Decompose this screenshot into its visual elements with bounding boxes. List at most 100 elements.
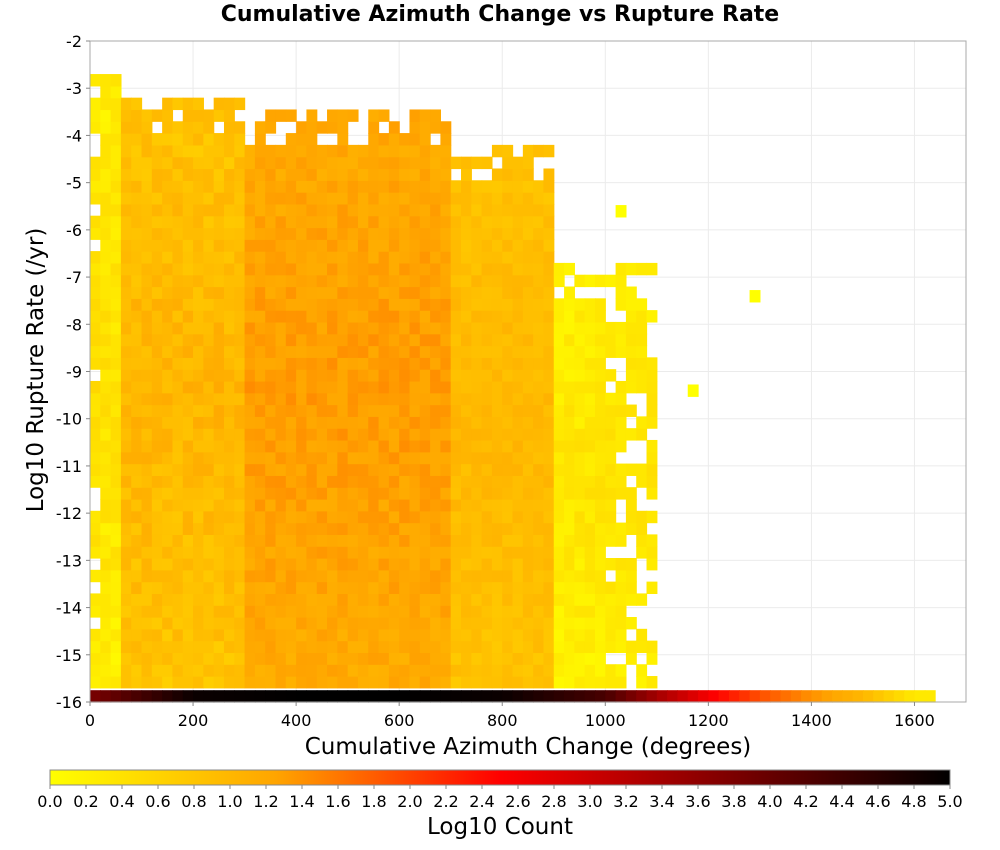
heatmap-cell [120,404,132,417]
heatmap-cell [502,321,514,335]
heatmap-cell [110,286,122,299]
heatmap-cell [275,676,287,689]
heatmap-cell [502,416,514,429]
heatmap-cell [90,439,101,453]
heatmap-cell [223,215,235,229]
heatmap-cell [450,593,462,606]
heatmap-cell [564,262,575,276]
heatmap-cell [296,369,308,382]
heatmap-cell [120,380,132,394]
heatmap-cell [337,121,349,134]
heatmap-cell [461,676,472,689]
heatmap-cell [306,652,318,665]
heatmap-cell [522,569,534,583]
heatmap-cell [120,274,132,288]
heatmap-cell [553,369,565,382]
heatmap-cell [522,357,534,370]
heatmap-cell [481,534,493,547]
heatmap-cell [151,463,163,476]
heatmap-cell [450,392,462,406]
heatmap-cell [347,640,359,654]
heatmap-cell [512,251,524,264]
heatmap-cell [481,156,493,170]
heatmap-cell [347,557,359,571]
heatmap-cell [440,522,452,535]
heatmap-cell [275,144,287,158]
heatmap-cell [244,617,256,630]
heatmap-cell [213,215,225,229]
heatmap-cell [584,593,596,606]
heatmap-cell [275,298,287,311]
heatmap-cell [162,416,174,429]
heatmap-cell [378,498,390,512]
heatmap-cell [357,475,369,488]
heatmap-cell [409,664,421,677]
heatmap-cell [430,463,441,476]
heatmap-cell [553,404,565,417]
heatmap-cell [306,487,318,500]
heatmap-cell [419,593,431,606]
heatmap-cell [265,380,277,394]
heatmap-cell [120,286,132,299]
heatmap-cell [131,262,143,276]
heatmap-cell [440,380,452,394]
heatmap-cell [409,522,421,535]
heatmap-cell [368,251,380,264]
heatmap-cell [419,569,431,583]
heatmap-cell [646,487,658,500]
heatmap-cell [409,286,421,299]
heatmap-cell [275,274,287,288]
x-axis-title: Cumulative Azimuth Change (degrees) [304,734,752,760]
heatmap-cell [306,463,318,476]
heatmap-cell [296,215,308,229]
heatmap-cell [450,227,462,240]
heatmap-cell [306,215,318,229]
heatmap-cell [265,262,277,276]
heatmap-cell [357,569,369,583]
heatmap-cell [337,451,349,465]
heatmap-cell [543,310,555,323]
heatmap-cell [419,192,431,205]
heatmap-cell [553,546,565,559]
heatmap-cell [409,133,421,146]
heatmap-cell [234,345,246,358]
heatmap-cell [172,97,184,111]
heatmap-cell [213,498,225,512]
heatmap-cell [564,581,575,595]
heatmap-cell [440,274,452,288]
heatmap-cell [275,416,287,429]
heatmap-cell [90,262,101,276]
heatmap-cell [594,439,606,453]
heatmap-cell [491,676,503,689]
heatmap-cell [430,156,441,170]
heatmap-cell [512,439,524,453]
heatmap-cell [120,498,132,512]
heatmap-cell [120,109,132,122]
heatmap-cell [316,451,328,465]
heatmap-cell [605,676,617,689]
heatmap-cell [213,628,225,642]
heatmap-cell-bottom [296,690,308,703]
heatmap-cell [327,546,338,559]
heatmap-cell [512,380,524,394]
heatmap-cell [265,109,277,122]
heatmap-cell [471,369,483,382]
heatmap-cell [141,310,153,323]
heatmap-cell [533,310,545,323]
heatmap-cell [481,498,493,512]
heatmap-cell [430,475,441,488]
heatmap-cell [296,557,308,571]
heatmap-cell [450,463,462,476]
y-axis-ticks: -2-3-4-5-6-7-8-9-10-11-12-13-14-15-16 [56,32,90,712]
heatmap-cell [419,404,431,417]
heatmap-cell [522,652,534,665]
heatmap-cell [151,534,163,547]
heatmap-cell [90,463,101,476]
heatmap-cell [399,428,411,441]
heatmap-cell [110,321,122,335]
heatmap-cell [399,546,411,559]
heatmap-cell [182,546,194,559]
heatmap-cell-bottom [512,690,524,703]
heatmap-cell [461,546,472,559]
heatmap-cell [357,310,369,323]
